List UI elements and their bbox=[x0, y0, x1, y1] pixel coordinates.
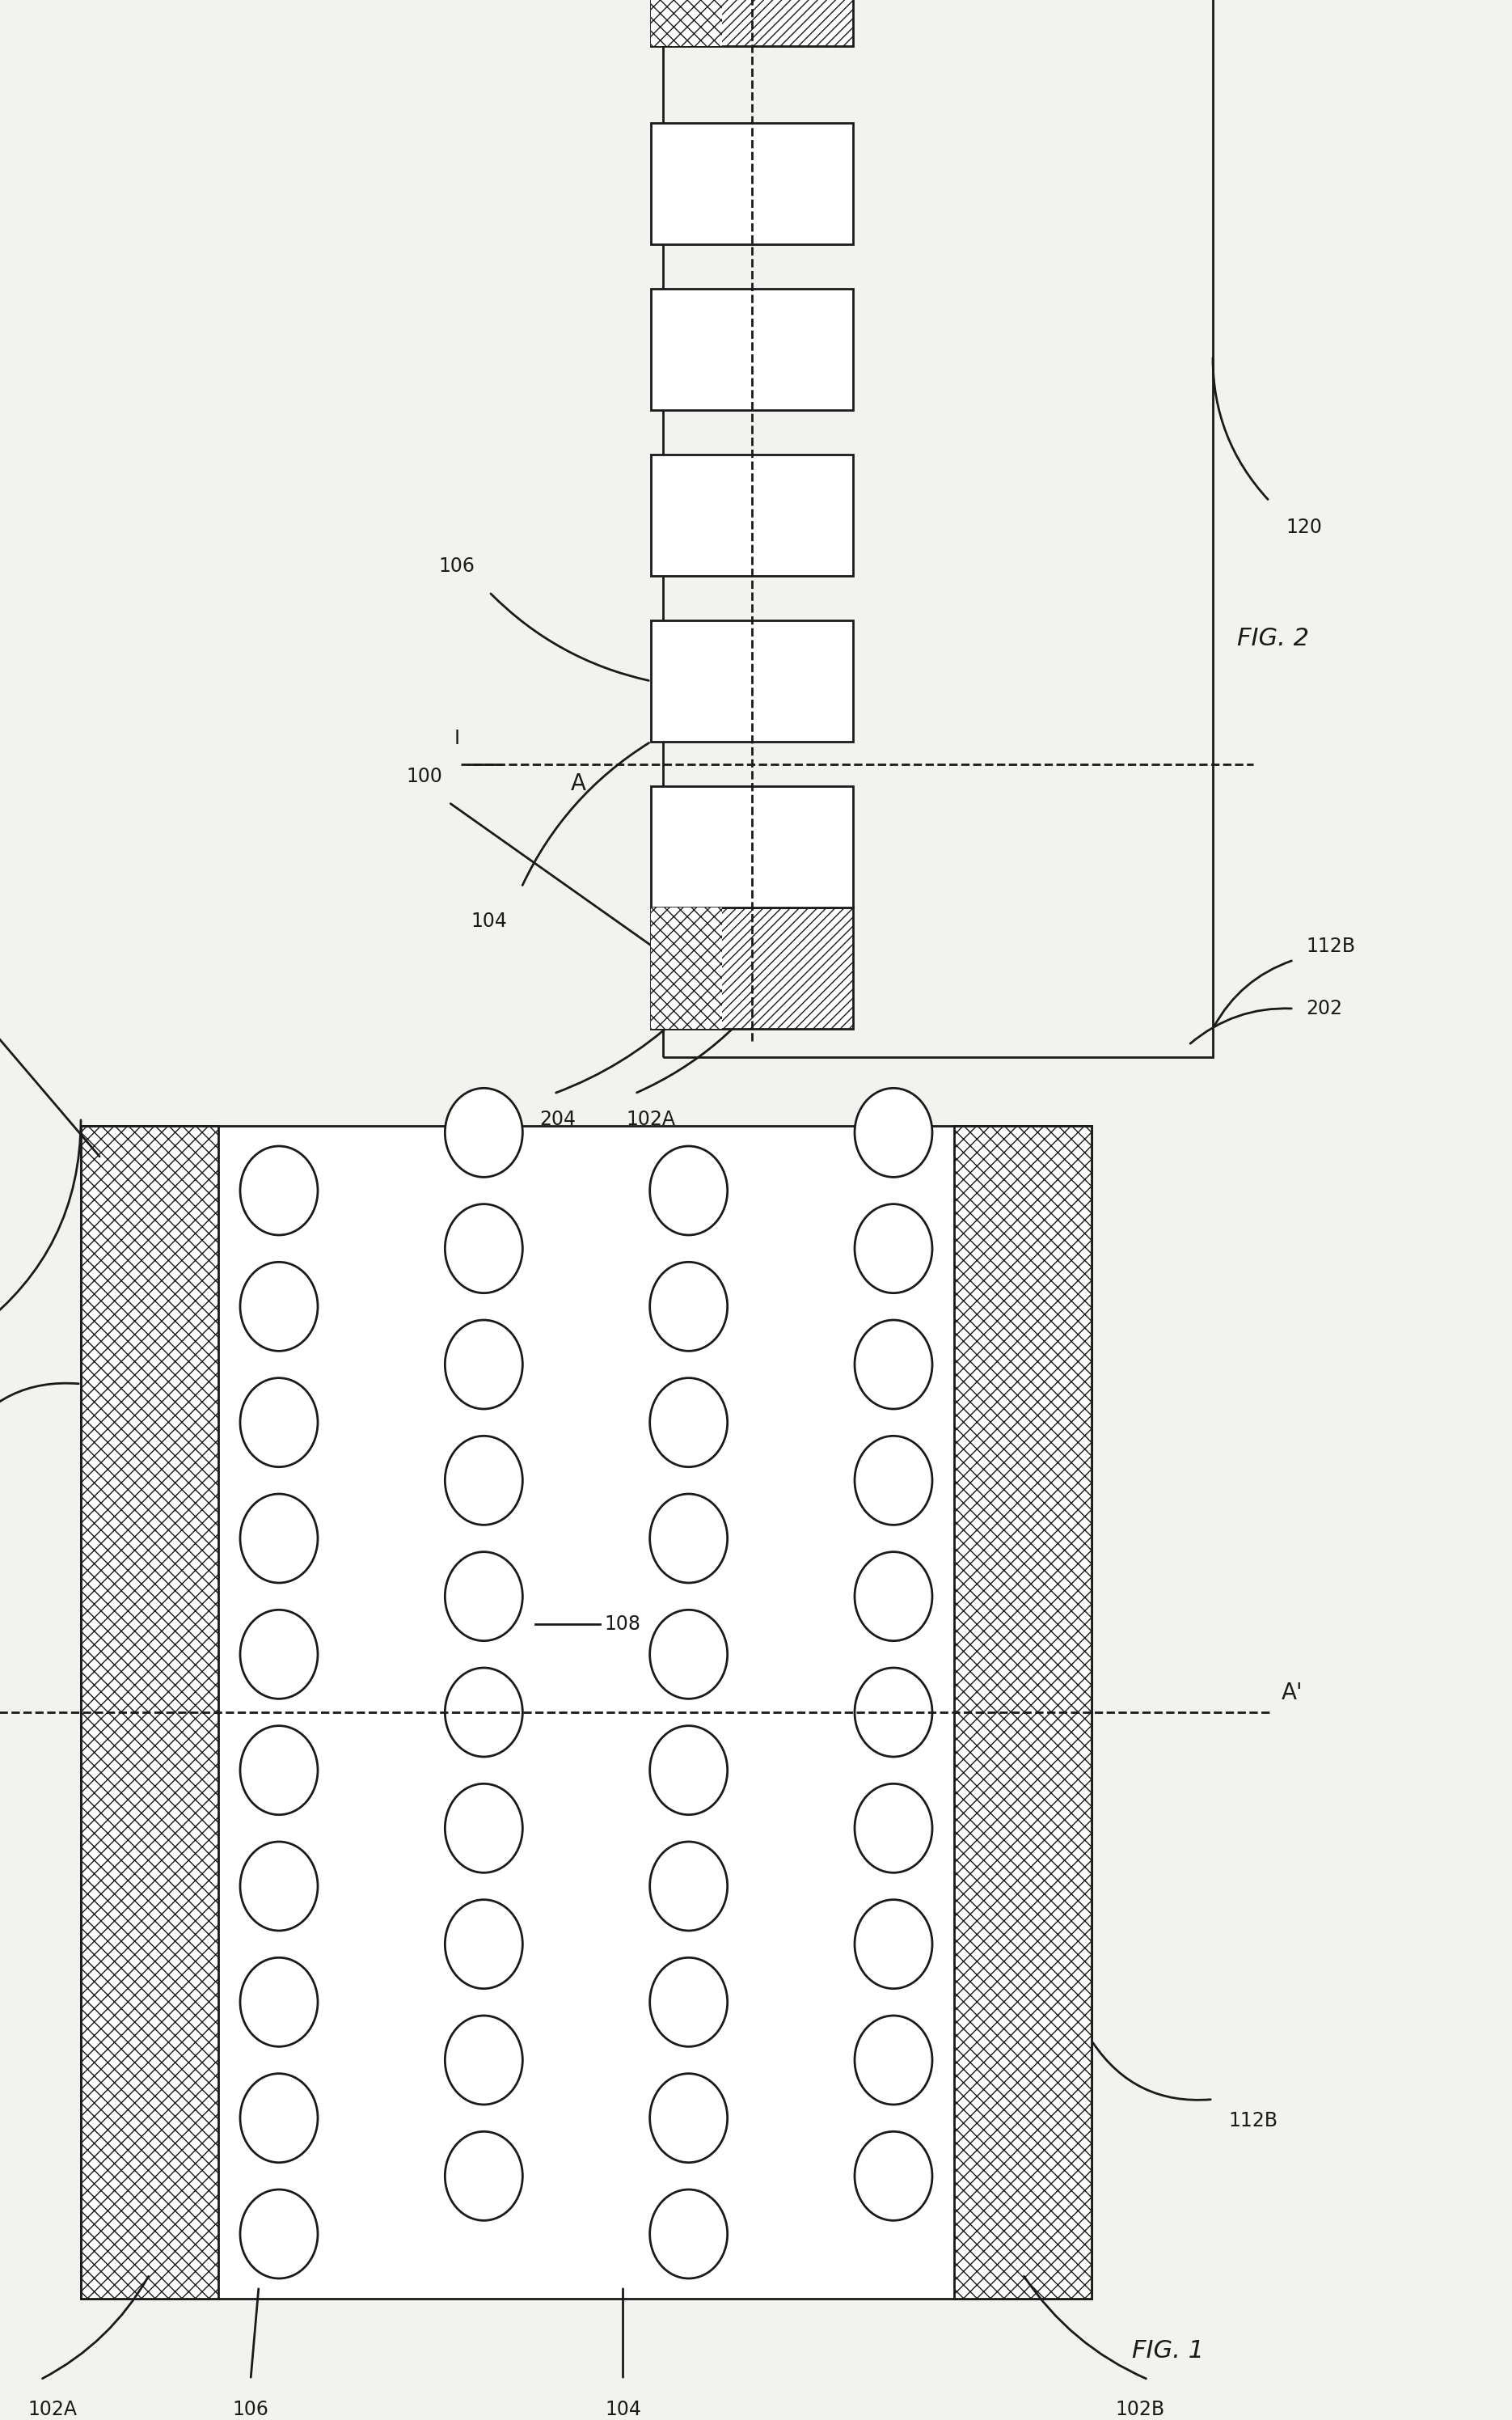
Ellipse shape bbox=[854, 1089, 933, 1176]
Text: 120: 120 bbox=[1285, 518, 1321, 537]
Ellipse shape bbox=[854, 1319, 933, 1408]
Ellipse shape bbox=[854, 1205, 933, 1292]
Bar bbox=[650, 620, 853, 741]
Text: 106: 106 bbox=[233, 2401, 269, 2420]
Text: 108: 108 bbox=[605, 1614, 641, 1634]
Ellipse shape bbox=[854, 1784, 933, 1873]
Text: 100: 100 bbox=[407, 767, 443, 787]
Ellipse shape bbox=[650, 2074, 727, 2163]
Ellipse shape bbox=[854, 1667, 933, 1757]
Text: I: I bbox=[454, 728, 460, 748]
Ellipse shape bbox=[240, 1263, 318, 1350]
Text: 104: 104 bbox=[472, 912, 508, 932]
Ellipse shape bbox=[854, 1435, 933, 1525]
Ellipse shape bbox=[240, 1377, 318, 1467]
Ellipse shape bbox=[240, 1958, 318, 2047]
Ellipse shape bbox=[445, 1784, 523, 1873]
Ellipse shape bbox=[650, 1958, 727, 2047]
Text: FIG. 1: FIG. 1 bbox=[1132, 2340, 1204, 2362]
Ellipse shape bbox=[854, 1900, 933, 1989]
Text: 202: 202 bbox=[1306, 999, 1343, 1019]
Ellipse shape bbox=[240, 1842, 318, 1931]
Text: 102A: 102A bbox=[27, 2401, 77, 2420]
Text: 104: 104 bbox=[605, 2401, 641, 2420]
Ellipse shape bbox=[445, 1551, 523, 1641]
Text: 112B: 112B bbox=[1229, 2110, 1278, 2130]
Bar bbox=[954, 1125, 1092, 2299]
Bar bbox=[650, 455, 853, 576]
Bar bbox=[650, 908, 853, 1028]
Bar bbox=[80, 1125, 218, 2299]
Text: FIG. 2: FIG. 2 bbox=[1237, 627, 1309, 651]
Text: A: A bbox=[572, 772, 587, 794]
Ellipse shape bbox=[445, 1900, 523, 1989]
Bar bbox=[650, 123, 853, 244]
Text: 204: 204 bbox=[540, 1111, 576, 1130]
Ellipse shape bbox=[854, 2132, 933, 2222]
Ellipse shape bbox=[650, 1725, 727, 1815]
Ellipse shape bbox=[650, 1493, 727, 1583]
Ellipse shape bbox=[240, 1147, 318, 1234]
Ellipse shape bbox=[445, 1319, 523, 1408]
Text: A': A' bbox=[1282, 1682, 1303, 1704]
Bar bbox=[650, 0, 721, 46]
Bar bbox=[650, 786, 853, 908]
Ellipse shape bbox=[854, 1551, 933, 1641]
Ellipse shape bbox=[854, 2016, 933, 2105]
Bar bbox=[664, 0, 1213, 1058]
Ellipse shape bbox=[445, 2132, 523, 2222]
Ellipse shape bbox=[650, 1147, 727, 1234]
Ellipse shape bbox=[445, 2016, 523, 2105]
Ellipse shape bbox=[650, 1842, 727, 1931]
Bar bbox=[650, 288, 853, 409]
Ellipse shape bbox=[445, 1089, 523, 1176]
Ellipse shape bbox=[240, 2190, 318, 2280]
Ellipse shape bbox=[445, 1667, 523, 1757]
Bar bbox=[650, 0, 853, 46]
Text: 102B: 102B bbox=[1116, 2401, 1164, 2420]
Ellipse shape bbox=[650, 1609, 727, 1699]
Ellipse shape bbox=[445, 1435, 523, 1525]
Bar bbox=[80, 1125, 1092, 2299]
Text: 106: 106 bbox=[438, 557, 475, 576]
Ellipse shape bbox=[240, 1725, 318, 1815]
Ellipse shape bbox=[650, 2190, 727, 2280]
Ellipse shape bbox=[240, 1609, 318, 1699]
Ellipse shape bbox=[240, 1493, 318, 1583]
Ellipse shape bbox=[240, 2074, 318, 2163]
Ellipse shape bbox=[650, 1377, 727, 1467]
Bar bbox=[650, 908, 721, 1028]
Text: 108: 108 bbox=[800, 506, 836, 525]
Text: 102A: 102A bbox=[626, 1111, 676, 1130]
Ellipse shape bbox=[650, 1263, 727, 1350]
Text: 112B: 112B bbox=[1306, 937, 1355, 956]
Ellipse shape bbox=[445, 1205, 523, 1292]
